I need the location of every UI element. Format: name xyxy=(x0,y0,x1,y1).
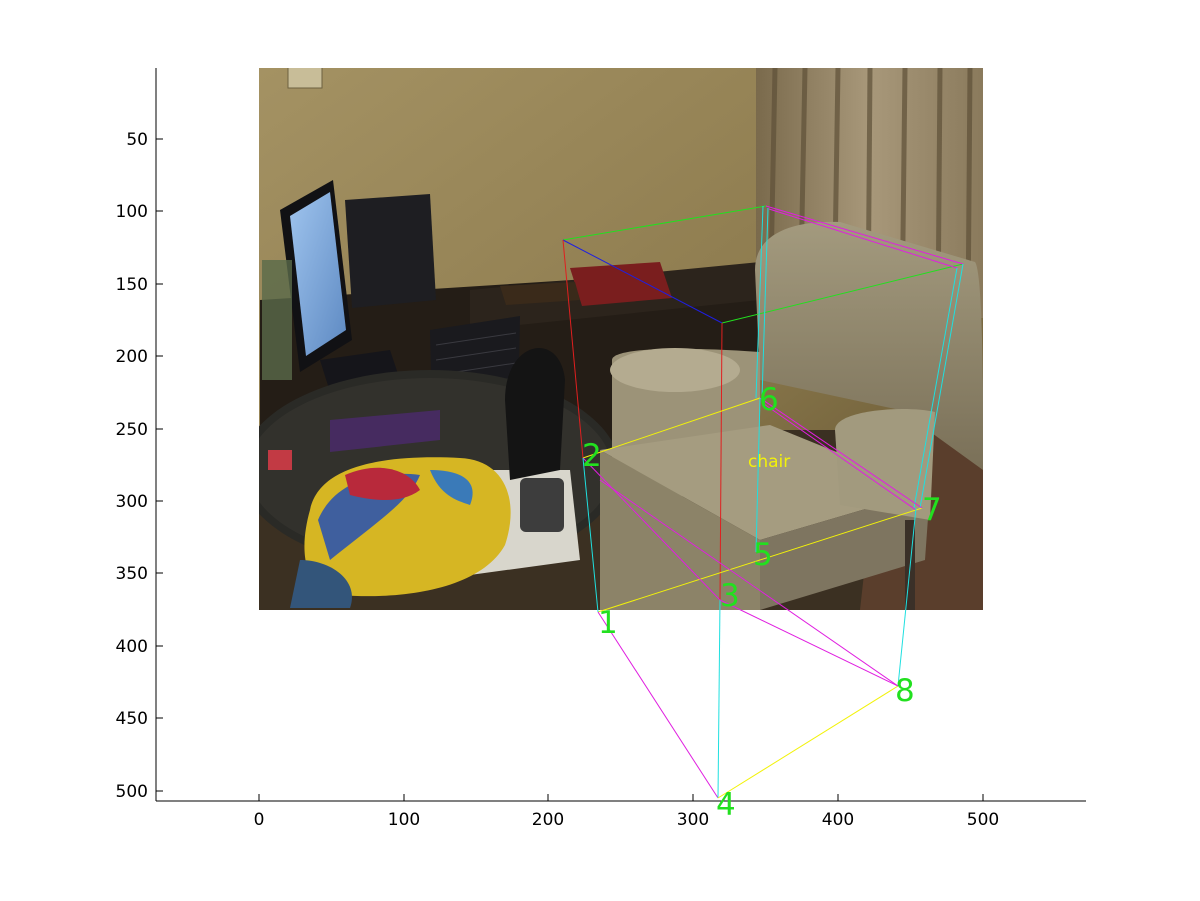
object-label: chair xyxy=(748,452,790,472)
y-tick-label: 350 xyxy=(116,564,148,584)
edge-top-right-a xyxy=(765,205,964,265)
corner-label: 1 xyxy=(598,605,618,641)
edge-6-7-b xyxy=(763,403,917,511)
edge-vertical-right-a xyxy=(919,263,964,509)
edge-top-front xyxy=(721,263,964,324)
edge-6-5 xyxy=(755,397,761,553)
edge-1-7 xyxy=(597,507,923,613)
y-tick-label: 200 xyxy=(116,347,148,367)
edge-vertical-left xyxy=(562,239,584,459)
y-tick-label: 400 xyxy=(116,637,148,657)
room-photo xyxy=(259,68,983,610)
edge-7-8 xyxy=(897,507,917,687)
edge-vertical-back-b xyxy=(761,207,769,399)
x-tick-label: 300 xyxy=(677,810,709,830)
plot-axes xyxy=(155,68,1086,802)
edge-2-3-b xyxy=(599,479,899,687)
y-tick-marks xyxy=(156,138,163,792)
corner-label: 6 xyxy=(759,382,779,418)
edge-4-8 xyxy=(717,685,899,799)
x-tick-label: 200 xyxy=(532,810,564,830)
edge-2-3 xyxy=(582,457,721,601)
corner-labels: 1 2 3 4 5 6 7 8 xyxy=(582,382,942,823)
y-tick-label: 450 xyxy=(116,709,148,729)
y-tick-label: 50 xyxy=(126,130,148,150)
corner-label: 7 xyxy=(922,492,942,528)
edge-vertical-right-b xyxy=(913,267,958,509)
edge-3-8 xyxy=(719,599,899,687)
x-tick-label: 500 xyxy=(967,810,999,830)
bounding-box-edges xyxy=(562,205,964,799)
edge-6-7-a xyxy=(759,397,923,509)
edge-vertical-back-a xyxy=(755,205,764,399)
edge-2-1 xyxy=(582,457,599,613)
y-tick-label: 100 xyxy=(116,202,148,222)
edge-top-back xyxy=(562,205,767,241)
edge-3-4 xyxy=(717,599,721,799)
x-tick-label: 400 xyxy=(822,810,854,830)
corner-label: 3 xyxy=(720,578,740,614)
corner-label: 8 xyxy=(895,673,915,709)
y-tick-label: 500 xyxy=(116,782,148,802)
x-tick-marks xyxy=(258,794,984,801)
corner-label: 2 xyxy=(582,438,602,474)
x-tick-labels: 0 100 200 300 400 500 xyxy=(254,810,1000,830)
y-tick-label: 250 xyxy=(116,420,148,440)
x-tick-label: 100 xyxy=(388,810,420,830)
edge-2-6 xyxy=(582,397,761,459)
edge-top-right-b xyxy=(768,208,958,269)
x-tick-label: 0 xyxy=(254,810,265,830)
y-tick-label: 150 xyxy=(116,275,148,295)
y-tick-label: 300 xyxy=(116,492,148,512)
y-tick-labels: 50 100 150 200 250 300 350 400 450 500 xyxy=(116,130,148,802)
corner-label: 4 xyxy=(716,787,736,823)
edge-vertical-front xyxy=(719,322,723,601)
edge-top-left xyxy=(562,239,723,324)
corner-label: 5 xyxy=(753,537,773,573)
edge-1-4 xyxy=(597,611,719,799)
